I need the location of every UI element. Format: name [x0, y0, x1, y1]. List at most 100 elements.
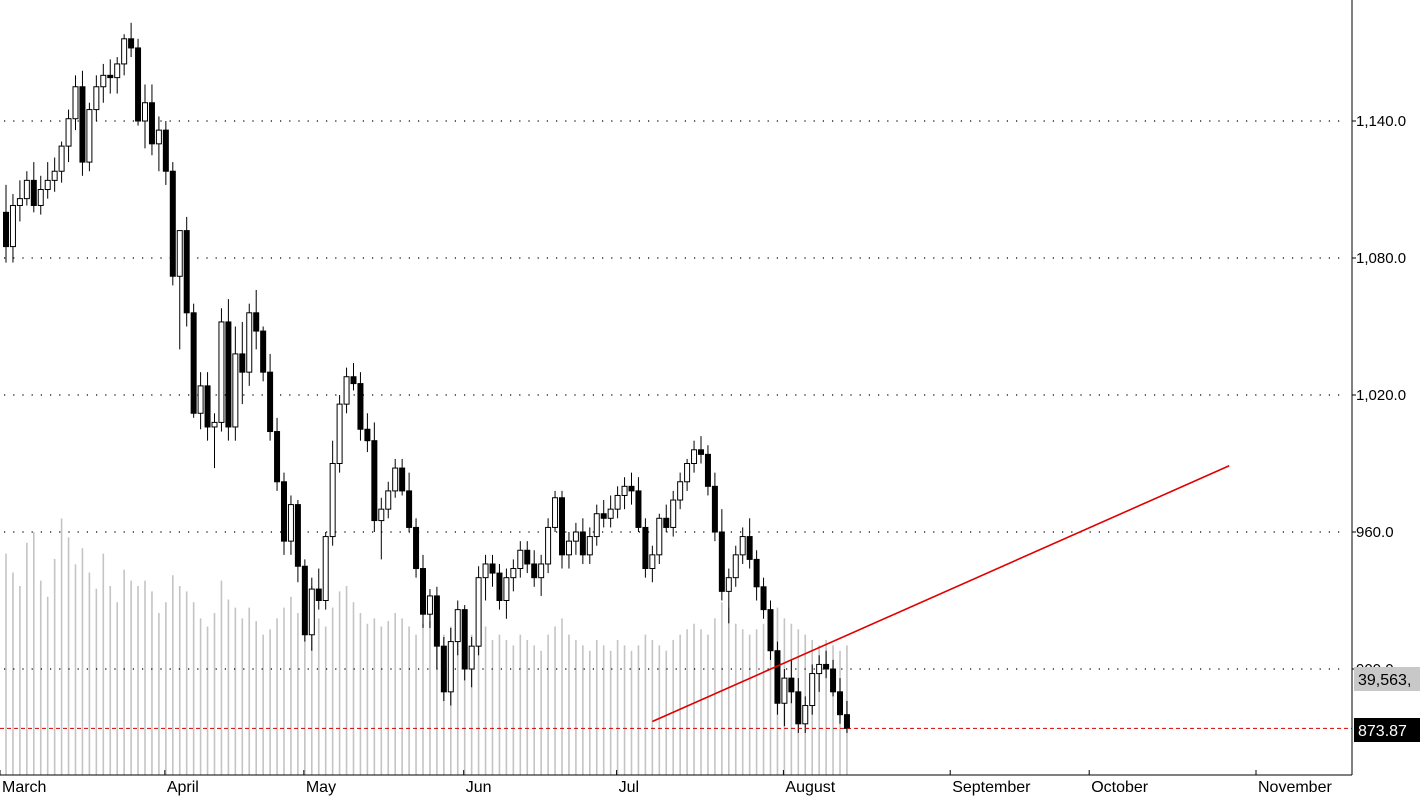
candle-up [197, 385, 204, 414]
candle-down [440, 645, 447, 693]
candle-down [128, 38, 135, 49]
candle-down [718, 531, 725, 592]
candle-up [816, 663, 823, 675]
candle-up [614, 494, 621, 510]
candle-down [183, 230, 190, 314]
candle-down [350, 376, 357, 385]
candle-down [253, 312, 260, 332]
candle-up [176, 230, 183, 277]
candle-up [232, 353, 239, 428]
last-price-badge: 873.87 [1354, 718, 1420, 742]
candle-up [426, 595, 433, 615]
candle-up [503, 577, 510, 602]
candle-up [545, 526, 552, 565]
candle-up [114, 63, 121, 79]
candle-up [677, 481, 684, 501]
candle-up [385, 490, 392, 510]
candle-up [23, 179, 30, 200]
candle-down [711, 485, 718, 533]
month-label: May [306, 779, 336, 796]
candle-up [322, 536, 329, 601]
candle-up [308, 588, 315, 636]
candle-up [517, 549, 524, 570]
candle-down [301, 565, 308, 636]
candle-down [600, 513, 607, 519]
candle-down [788, 677, 795, 693]
candle-up [378, 508, 385, 522]
candle-down [642, 526, 649, 570]
month-label: April [167, 779, 199, 796]
candle-down [281, 481, 287, 542]
candle-up [684, 463, 691, 483]
candle-down [107, 74, 114, 79]
month-label: August [785, 779, 835, 796]
candle-down [148, 102, 155, 145]
candle-up [586, 536, 593, 556]
candle-down [767, 609, 774, 652]
candle-down [698, 449, 704, 455]
candle-up [468, 645, 475, 670]
candle-down [267, 371, 274, 433]
month-labels: March April May Jun Jul August September Octobe… [0, 770, 1332, 796]
candle-up [246, 312, 253, 373]
candle-down [274, 431, 281, 483]
candle-down [461, 609, 468, 670]
candle-up [593, 513, 600, 538]
candle-down [704, 453, 711, 487]
candle-up [121, 38, 128, 65]
candle-down [433, 595, 440, 647]
month-label: March [2, 779, 46, 796]
candle-up [739, 536, 746, 556]
candle-up [447, 641, 454, 693]
candle-down [315, 588, 322, 601]
candle-up [155, 129, 162, 145]
candle-down [746, 536, 753, 560]
candle-up [691, 449, 698, 464]
candle-down [357, 383, 364, 430]
volume-badge-text: 39,563, [1358, 672, 1411, 689]
candle-up [16, 198, 23, 206]
candle-down [371, 440, 378, 522]
candle-up [656, 517, 663, 556]
candle-down [774, 650, 781, 704]
candle-up [802, 705, 809, 725]
last-price-text: 873.87 [1358, 723, 1407, 740]
candle-down [795, 691, 802, 725]
candle-up [475, 577, 482, 647]
candle-down [837, 691, 843, 716]
month-label: November [1258, 779, 1332, 796]
candle-up [732, 554, 739, 579]
candle-up [725, 577, 732, 592]
candle-up [44, 179, 51, 191]
candle-down [531, 563, 538, 579]
price-candles [3, 22, 850, 733]
candle-up [93, 86, 100, 111]
candle-down [260, 330, 267, 373]
candle-up [670, 499, 677, 528]
candle-up [51, 170, 58, 181]
candle-up [72, 86, 79, 120]
candle-up [607, 508, 614, 519]
candle-up [329, 463, 336, 538]
price-tick-label: 1,080.0 [1356, 250, 1406, 267]
candle-up [211, 421, 218, 428]
price-tick-label: 960.0 [1356, 524, 1394, 541]
month-label: Jun [466, 779, 492, 796]
price-tick-label: 1,140.0 [1356, 113, 1406, 130]
candle-up [454, 609, 461, 643]
candle-up [482, 563, 489, 579]
candle-up [37, 189, 44, 206]
candle-down [294, 504, 301, 567]
candle-up [649, 554, 656, 570]
candle-up [343, 376, 350, 405]
candle-down [843, 714, 850, 729]
candle-up [58, 145, 65, 172]
candle-down [823, 663, 830, 670]
candle-down [135, 47, 142, 122]
candle-up [142, 102, 148, 122]
candle-down [30, 179, 37, 206]
candle-up [100, 74, 107, 88]
candle-down [635, 490, 642, 528]
